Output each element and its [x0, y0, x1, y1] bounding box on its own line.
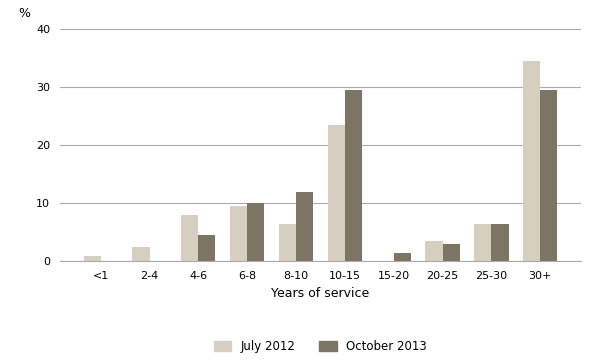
Legend: July 2012, October 2013: July 2012, October 2013: [214, 340, 427, 353]
Bar: [296, 192, 313, 261]
Bar: [279, 224, 296, 261]
Bar: [540, 90, 557, 261]
Bar: [523, 61, 540, 261]
Bar: [132, 247, 150, 261]
Bar: [443, 244, 459, 261]
Bar: [84, 256, 101, 261]
Bar: [394, 253, 411, 261]
Bar: [345, 90, 362, 261]
Bar: [181, 215, 198, 261]
Bar: [198, 235, 216, 261]
X-axis label: Years of service: Years of service: [271, 287, 370, 299]
Bar: [328, 125, 345, 261]
Text: %: %: [18, 7, 30, 20]
Bar: [491, 224, 509, 261]
Bar: [230, 206, 247, 261]
Bar: [425, 241, 443, 261]
Bar: [474, 224, 491, 261]
Bar: [247, 203, 264, 261]
